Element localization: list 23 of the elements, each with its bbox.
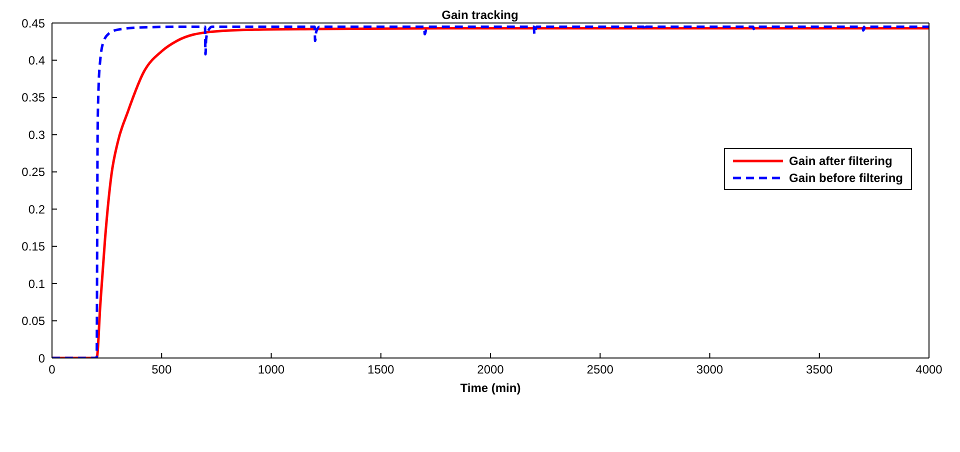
x-tick-label: 0 bbox=[48, 362, 56, 377]
y-tick-label: 0.4 bbox=[28, 53, 46, 68]
y-tick-label: 0 bbox=[38, 351, 46, 366]
y-tick-label: 0.2 bbox=[28, 202, 46, 216]
y-tick-label: 0.45 bbox=[22, 16, 46, 30]
x-tick-label: 1000 bbox=[258, 362, 285, 377]
x-tick-label: 2000 bbox=[477, 362, 504, 377]
x-tick-label: 500 bbox=[152, 362, 172, 377]
x-tick-label: 3000 bbox=[696, 362, 724, 377]
y-tick-label: 0.25 bbox=[22, 165, 46, 180]
y-tick-label: 0.3 bbox=[28, 128, 46, 142]
y-tick-label: 0.1 bbox=[28, 276, 46, 291]
x-tick-label: 4000 bbox=[916, 362, 943, 377]
y-tick-label: 0.15 bbox=[22, 240, 46, 254]
x-tick-label: 3500 bbox=[806, 362, 834, 377]
x-axis-title: Time (min) bbox=[460, 381, 521, 395]
x-tick-label: 1500 bbox=[368, 362, 395, 377]
y-tick-label: 0.05 bbox=[22, 314, 46, 328]
x-tick-label: 2500 bbox=[586, 362, 614, 377]
legend-label: Gain before filtering bbox=[788, 170, 903, 184]
y-tick-label: 0.35 bbox=[22, 90, 46, 105]
legend-label: Gain after filtering bbox=[788, 154, 892, 168]
chart-title: Gain tracking bbox=[442, 8, 518, 22]
